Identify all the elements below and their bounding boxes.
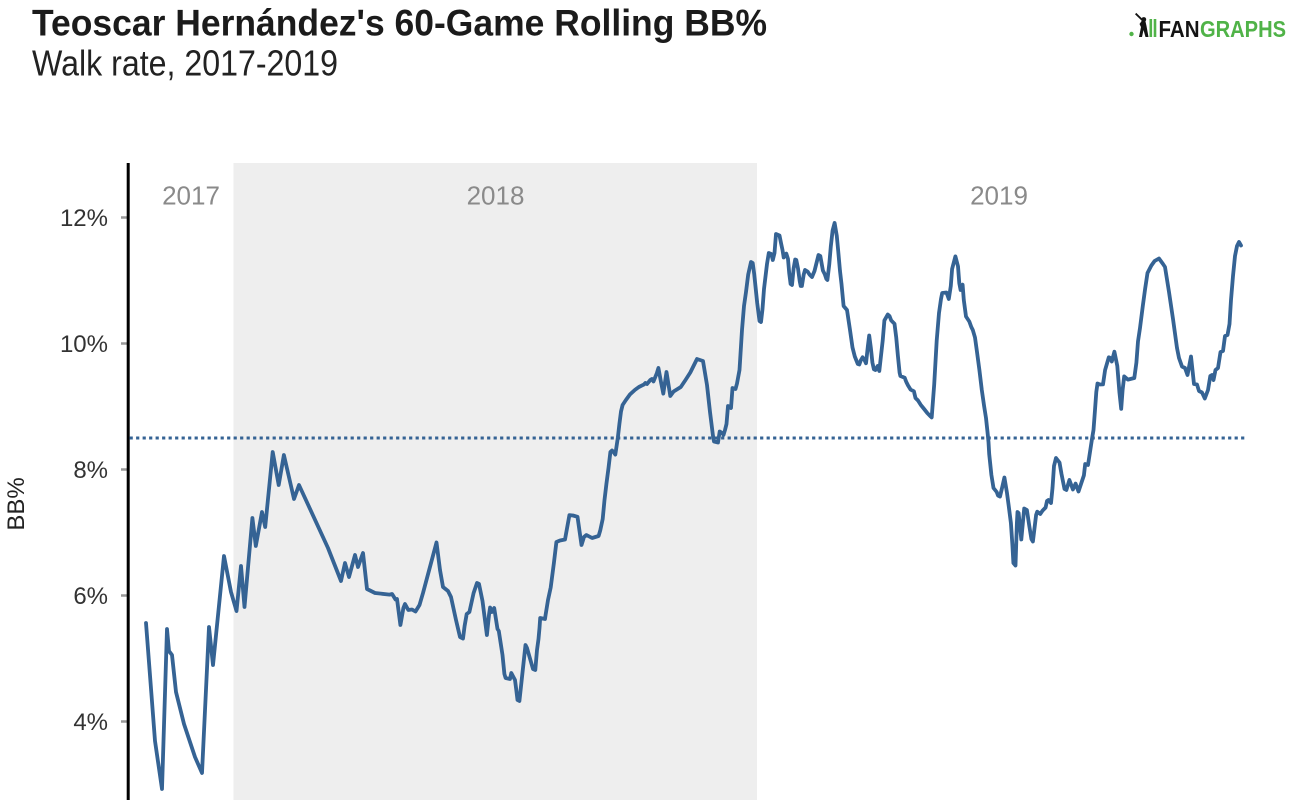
svg-text:10%: 10% (60, 331, 108, 358)
svg-text:8%: 8% (73, 457, 108, 484)
svg-text:FAN: FAN (1159, 16, 1200, 42)
svg-text:Walk rate, 2017-2019: Walk rate, 2017-2019 (32, 43, 338, 84)
svg-text:2017: 2017 (162, 181, 220, 211)
svg-text:4%: 4% (73, 709, 108, 736)
svg-text:2019: 2019 (970, 181, 1028, 211)
svg-text:6%: 6% (73, 583, 108, 610)
svg-text:Teoscar Hernández's 60-Game Ro: Teoscar Hernández's 60-Game Rolling BB% (32, 3, 767, 44)
svg-text:2018: 2018 (467, 181, 525, 211)
svg-text:12%: 12% (60, 205, 108, 232)
svg-text:BB%: BB% (3, 477, 30, 530)
svg-text:GRAPHS: GRAPHS (1200, 16, 1286, 42)
